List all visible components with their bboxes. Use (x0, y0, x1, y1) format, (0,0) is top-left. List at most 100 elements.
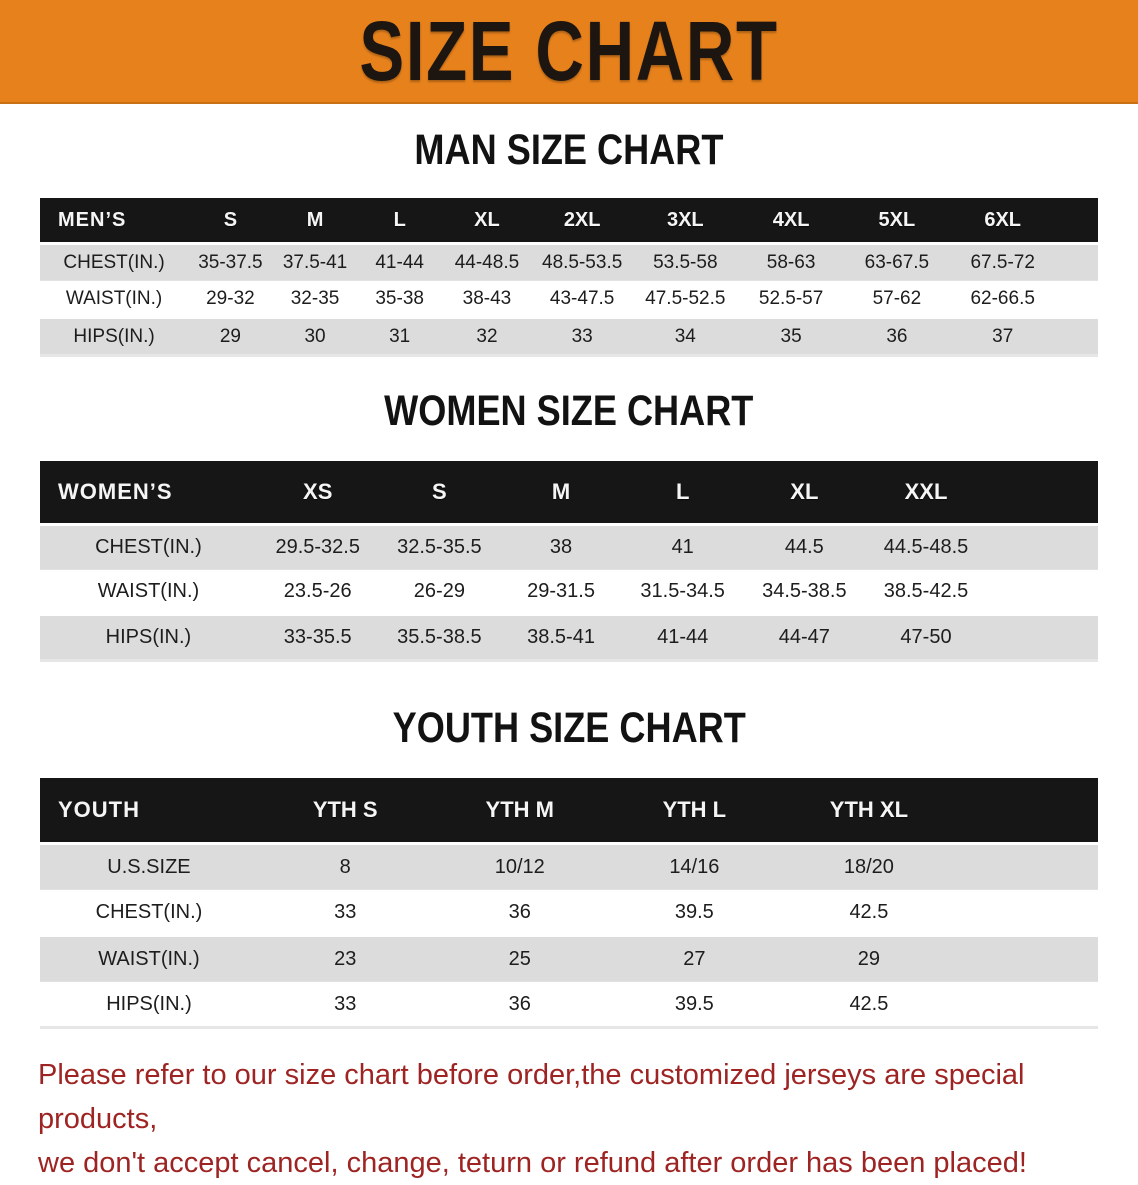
size-cell: 23 (334, 947, 357, 970)
size-cell: 62-66.5 (970, 287, 1035, 309)
size-cell: 29.5-32.5 (275, 536, 360, 558)
men-column-header: S (223, 208, 238, 231)
size-cell: 39.5 (674, 992, 714, 1015)
women-chest-row: CHEST(IN.) 29.5-32.5 32.5-35.5 38 41 44.… (40, 524, 1098, 570)
women-column-header: L (675, 479, 690, 504)
size-cell: 29-31.5 (527, 580, 595, 602)
women-column-header: M (551, 479, 571, 504)
women-column-header: S (432, 479, 447, 504)
size-cell: 32.5-35.5 (397, 536, 482, 558)
spacer-cell (1056, 281, 1098, 318)
spacer-cell (987, 461, 1098, 525)
size-cell: 41-44 (375, 251, 424, 273)
men-column-header: 4XL (772, 208, 810, 231)
row-label: HIPS(IN.) (105, 626, 192, 648)
size-cell: 36 (886, 325, 908, 347)
men-column-header: M (306, 208, 324, 231)
size-cell: 33 (571, 325, 593, 347)
men-chest-row: CHEST(IN.) 35-37.5 37.5-41 41-44 44-48.5… (40, 243, 1098, 281)
size-cell: 8 (339, 855, 351, 878)
youth-chest-row: CHEST(IN.) 33 36 39.5 42.5 (40, 889, 1098, 936)
spacer-cell (956, 936, 1098, 982)
size-cell: 18/20 (843, 855, 894, 878)
men-column-header: XL (474, 208, 500, 231)
women-hips-row: HIPS(IN.) 33-35.5 35.5-38.5 38.5-41 41-4… (40, 614, 1098, 661)
women-waist-row: WAIST(IN.) 23.5-26 26-29 29-31.5 31.5-34… (40, 569, 1098, 615)
women-column-header: XS (303, 479, 333, 504)
size-cell: 38-43 (462, 287, 512, 309)
row-label: CHEST(IN.) (95, 536, 202, 558)
size-cell: 42.5 (849, 900, 889, 923)
women-section-heading: WOMEN SIZE CHART (384, 387, 754, 435)
size-cell: 29 (219, 325, 241, 347)
size-cell: 41 (671, 536, 694, 558)
size-cell: 32-35 (290, 287, 340, 309)
row-label: CHEST(IN.) (95, 900, 203, 923)
size-cell: 38.5-42.5 (883, 580, 969, 602)
size-cell: 30 (304, 325, 326, 347)
youth-section-heading: YOUTH SIZE CHART (392, 704, 746, 752)
size-cell: 29-32 (206, 287, 255, 309)
size-cell: 31 (389, 325, 411, 347)
men-column-header: L (393, 208, 406, 231)
men-column-header: 6XL (984, 208, 1022, 231)
size-cell: 38 (549, 536, 573, 558)
size-cell: 58-63 (766, 251, 816, 273)
size-cell: 29 (857, 947, 881, 970)
youth-hips-row: HIPS(IN.) 33 36 39.5 42.5 (40, 981, 1098, 1028)
size-cell: 36 (508, 900, 531, 923)
men-column-header: 5XL (878, 208, 916, 231)
size-cell: 57-62 (872, 287, 922, 309)
size-cell: 67.5-72 (970, 251, 1035, 273)
size-chart-banner: SIZE CHART (0, 0, 1138, 104)
size-cell: 33 (334, 992, 357, 1015)
size-cell: 44-47 (778, 626, 830, 648)
row-label: WAIST(IN.) (98, 947, 200, 970)
spacer-cell (987, 525, 1098, 570)
size-cell: 41-44 (657, 626, 709, 648)
banner-title: SIZE CHART (359, 4, 779, 98)
men-corner-label: MEN’S (58, 208, 127, 231)
row-label: HIPS(IN.) (73, 325, 155, 347)
size-cell: 44.5-48.5 (883, 536, 969, 558)
men-hips-row: HIPS(IN.) 29 30 31 32 33 34 35 36 37 (40, 317, 1098, 356)
youth-ussize-row: U.S.SIZE 8 10/12 14/16 18/20 (40, 843, 1098, 890)
spacer-cell (956, 778, 1098, 844)
size-cell: 27 (683, 947, 706, 970)
size-cell: 38.5-41 (527, 626, 595, 648)
size-cell: 47-50 (900, 626, 952, 648)
spacer-cell (987, 615, 1098, 661)
disclaimer-line: Please refer to our size chart before or… (38, 1059, 1025, 1135)
women-column-header: XL (790, 479, 819, 504)
youth-column-header: YTH L (662, 797, 727, 822)
youth-column-header: YTH XL (829, 797, 909, 822)
row-label: HIPS(IN.) (106, 992, 192, 1015)
youth-header-row: YOUTH YTH S YTH M YTH L YTH XL (40, 778, 1098, 844)
youth-size-table: YOUTH YTH S YTH M YTH L YTH XL U.S.SIZE … (40, 778, 1098, 1029)
size-cell: 31.5-34.5 (640, 580, 725, 602)
size-cell: 52.5-57 (758, 287, 824, 309)
size-cell: 53.5-58 (653, 251, 718, 273)
size-cell: 43-47.5 (549, 287, 615, 309)
size-cell: 34 (674, 325, 696, 347)
size-cell: 44-48.5 (454, 251, 520, 273)
row-label: WAIST(IN.) (65, 287, 163, 309)
row-label: U.S.SIZE (107, 855, 191, 878)
women-size-table: WOMEN’S XS S M L XL XXL CHEST(IN.) 29.5-… (40, 461, 1098, 662)
size-cell: 35-37.5 (198, 251, 263, 273)
size-cell: 14/16 (669, 855, 720, 878)
disclaimer-note: Please refer to our size chart before or… (38, 1053, 1138, 1185)
size-cell: 35 (780, 325, 802, 347)
spacer-cell (987, 570, 1098, 615)
size-cell: 10/12 (494, 855, 545, 878)
disclaimer-line: we don't accept cancel, change, teturn o… (38, 1147, 1027, 1179)
size-cell: 25 (508, 947, 531, 970)
spacer-cell (1056, 318, 1098, 356)
women-header-row: WOMEN’S XS S M L XL XXL (40, 461, 1098, 525)
size-cell: 32 (476, 325, 498, 347)
size-cell: 44.5 (784, 536, 824, 558)
youth-corner-label: YOUTH (58, 797, 140, 822)
men-column-header: 3XL (666, 208, 704, 231)
row-label: CHEST(IN.) (63, 251, 165, 273)
youth-column-header: YTH S (312, 797, 378, 822)
